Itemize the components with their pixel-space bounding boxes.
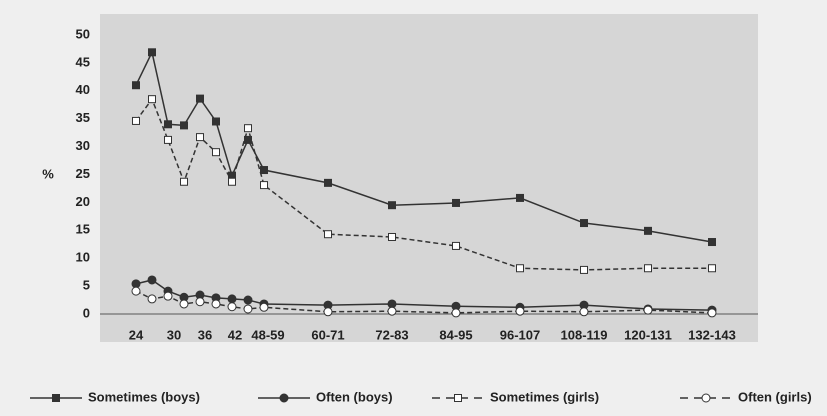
data-point <box>244 124 252 133</box>
x-tick-label: 96-107 <box>500 327 540 342</box>
plot-area <box>100 14 758 342</box>
data-point <box>244 135 252 144</box>
y-tick-label: 20 <box>76 194 90 209</box>
legend-marker <box>454 394 462 402</box>
data-point <box>164 120 172 129</box>
x-tick-label: 120-131 <box>624 327 672 342</box>
data-point <box>227 294 237 304</box>
y-tick-label: 5 <box>83 278 90 293</box>
data-point <box>451 308 461 318</box>
data-point <box>131 286 141 296</box>
series-line <box>135 50 713 243</box>
series-line <box>135 97 712 271</box>
y-tick-label: 50 <box>76 26 90 41</box>
x-tick-label: 48-59 <box>251 327 284 342</box>
data-point <box>644 226 652 235</box>
legend-marker <box>279 393 289 403</box>
data-point <box>148 95 156 104</box>
legend-marker <box>52 394 60 402</box>
series-line <box>135 279 713 311</box>
data-point <box>163 291 173 301</box>
x-tick-label: 24 <box>129 327 144 342</box>
legend-marker <box>701 393 711 403</box>
x-tick-label: 30 <box>167 327 181 342</box>
data-point <box>147 275 157 285</box>
data-point <box>387 306 397 316</box>
y-axis-label: % <box>42 166 54 181</box>
data-point <box>452 198 460 207</box>
x-tick-label: 72-83 <box>375 327 408 342</box>
data-point <box>211 299 221 309</box>
y-tick-label: 0 <box>83 305 90 320</box>
data-point <box>259 302 269 312</box>
data-point <box>180 121 188 130</box>
data-point <box>708 238 716 247</box>
x-tick-label: 132-143 <box>688 327 736 342</box>
data-point <box>260 181 268 190</box>
data-point <box>452 241 460 250</box>
data-point <box>196 94 204 103</box>
data-point <box>196 133 204 142</box>
data-point <box>643 305 653 315</box>
data-point <box>180 177 188 186</box>
y-tick-label: 25 <box>76 166 90 181</box>
x-tick-label: 84-95 <box>439 327 472 342</box>
data-point <box>132 81 140 90</box>
data-point <box>579 307 589 317</box>
data-point <box>243 295 253 305</box>
y-tick-label: 15 <box>76 222 90 237</box>
series-line <box>135 290 713 314</box>
y-tick-label: 10 <box>76 250 90 265</box>
legend-label: Often (boys) <box>316 389 393 404</box>
data-point <box>708 264 716 273</box>
y-tick-label: 40 <box>76 82 90 97</box>
x-tick-label: 42 <box>228 327 242 342</box>
data-point <box>132 116 140 125</box>
data-point <box>227 302 237 312</box>
data-point <box>388 232 396 241</box>
data-point <box>228 177 236 186</box>
x-tick-label: 108-119 <box>561 327 608 342</box>
legend-label: Sometimes (boys) <box>88 389 200 404</box>
x-tick-label: 36 <box>198 327 212 342</box>
data-point <box>707 308 717 318</box>
x-tick-label: 60-71 <box>311 327 344 342</box>
legend-label: Sometimes (girls) <box>490 389 599 404</box>
data-point <box>323 307 333 317</box>
data-point <box>516 264 524 273</box>
data-point <box>644 264 652 273</box>
data-point <box>260 166 268 175</box>
data-point <box>148 48 156 57</box>
data-point <box>243 304 253 314</box>
data-point <box>388 201 396 210</box>
data-point <box>164 135 172 144</box>
data-point <box>324 178 332 187</box>
data-point <box>580 265 588 274</box>
data-point <box>212 148 220 157</box>
legend-label: Often (girls) <box>738 389 812 404</box>
data-point <box>324 230 332 239</box>
data-point <box>195 297 205 307</box>
data-point <box>515 306 525 316</box>
data-point <box>580 219 588 228</box>
y-tick-label: 30 <box>76 138 90 153</box>
y-tick-label: 45 <box>76 54 90 69</box>
data-point <box>179 299 189 309</box>
data-point <box>212 117 220 126</box>
data-point <box>516 193 524 202</box>
data-point <box>147 294 157 304</box>
y-tick-label: 35 <box>76 110 90 125</box>
